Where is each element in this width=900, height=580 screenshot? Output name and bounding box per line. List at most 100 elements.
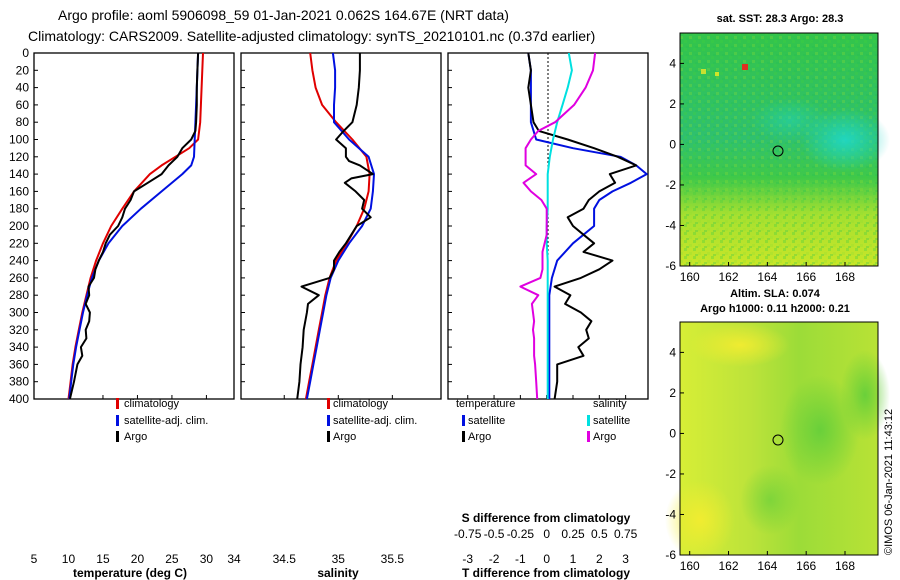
depth-tick-label: 160 bbox=[9, 184, 29, 198]
x-tick-label: 1 bbox=[570, 552, 577, 566]
map-y-tick-label: -2 bbox=[665, 467, 676, 481]
legend-title-temperature: temperature bbox=[456, 398, 515, 410]
x-tick-label: 34 bbox=[227, 552, 241, 566]
map-y-tick-label: -2 bbox=[665, 178, 676, 192]
legend-label-temp-argo: Argo bbox=[468, 431, 491, 443]
legend-label-sal-argo: Argo bbox=[593, 431, 616, 443]
map-y-tick-label: 2 bbox=[669, 386, 676, 400]
series-line-satellite-adj-clim- bbox=[68, 52, 200, 400]
imos-watermark: ©IMOS 06-Jan-2021 11:43:12 bbox=[883, 409, 895, 555]
salinity-panel-frame bbox=[240, 52, 442, 400]
temperature-series bbox=[67, 52, 204, 400]
s-difference-ticks: -0.75 -0.5 -0.25 0 0.25 0.5 0.75 bbox=[454, 527, 638, 541]
map-y-tick-label: -6 bbox=[665, 259, 676, 273]
depth-tick-label: 180 bbox=[9, 202, 29, 216]
x-tick-label: 2 bbox=[596, 552, 603, 566]
depth-tick-label: 400 bbox=[9, 392, 29, 406]
series-line-temperature-satellite bbox=[527, 52, 648, 399]
map-y-tick-label: -4 bbox=[665, 507, 676, 521]
legend-label-climatology: climatology bbox=[333, 398, 389, 410]
x-tick-label: 10 bbox=[62, 552, 76, 566]
legend-swatch-climatology bbox=[116, 398, 119, 409]
map-y-tick-label: -4 bbox=[665, 218, 676, 232]
s-tick-label: 0 bbox=[543, 527, 550, 541]
depth-axis: 0 20 40 60 80 100 120 140 160 180 200 220 240 260 280 3… bbox=[9, 46, 452, 406]
legend-swatch-temp-argo bbox=[462, 431, 465, 442]
legend-swatch-sal-argo bbox=[587, 431, 590, 442]
sst-map-axes: 160 162 164 166 168 -6 -4 -2 0 2 4 bbox=[665, 56, 855, 284]
legend-label-sal-satellite: satellite bbox=[593, 415, 630, 427]
map-x-tick-label: 168 bbox=[835, 559, 855, 573]
depth-tick-label: 80 bbox=[16, 115, 30, 129]
sst-warm-patch-2 bbox=[750, 98, 830, 142]
sst-pixel bbox=[715, 72, 719, 76]
difference-legend: temperature satellite Argo salinity sate… bbox=[456, 398, 630, 443]
sla-map-title-line2: Argo h1000: 0.11 h2000: 0.21 bbox=[700, 303, 850, 315]
x-tick-label: 3 bbox=[622, 552, 629, 566]
argo-position-marker bbox=[772, 145, 784, 157]
sla-map-title-line1: Altim. SLA: 0.074 bbox=[730, 288, 821, 300]
depth-tick-label: 360 bbox=[9, 357, 29, 371]
series-line-argo bbox=[296, 53, 374, 400]
figure-title-line2: Climatology: CARS2009. Satellite-adjuste… bbox=[28, 28, 595, 44]
depth-tick-label: 220 bbox=[9, 236, 29, 250]
map-x-tick-label: 168 bbox=[835, 270, 855, 284]
series-line-temperature-argo bbox=[527, 52, 638, 400]
map-x-tick-label: 166 bbox=[796, 270, 816, 284]
map-x-tick-label: 164 bbox=[757, 270, 777, 284]
figure-title-line1: Argo profile: aoml 5906098_59 01-Jan-202… bbox=[58, 7, 509, 23]
temperature-axis-label: temperature (deg C) bbox=[73, 566, 187, 580]
salinity-x-axis: 34.5 35 35.5 bbox=[273, 395, 404, 566]
sla-low-patch-3 bbox=[740, 465, 800, 535]
legend-swatch-temp-satellite bbox=[462, 415, 465, 426]
map-y-tick-label: 4 bbox=[669, 56, 676, 70]
legend-swatch-climatology bbox=[327, 398, 330, 409]
sla-map bbox=[665, 321, 890, 560]
legend-swatch-sal-satellite bbox=[587, 415, 590, 426]
legend-swatch-argo bbox=[327, 431, 330, 442]
depth-tick-label: 120 bbox=[9, 150, 29, 164]
depth-tick-label: 280 bbox=[9, 288, 29, 302]
sla-map-frame bbox=[679, 321, 879, 556]
x-tick-label: 34.5 bbox=[273, 552, 297, 566]
x-tick-label: 30 bbox=[200, 552, 214, 566]
salinity-axis-label: salinity bbox=[317, 566, 359, 580]
legend-label-climatology: climatology bbox=[124, 398, 180, 410]
x-tick-label: 25 bbox=[165, 552, 179, 566]
s-tick-label: 0.5 bbox=[591, 527, 608, 541]
legend-label-satellite: satellite-adj. clim. bbox=[124, 415, 208, 427]
sla-low-patch bbox=[780, 375, 860, 485]
depth-tick-label: 0 bbox=[22, 46, 29, 60]
x-tick-label: -1 bbox=[515, 552, 526, 566]
legend-label-argo: Argo bbox=[124, 431, 147, 443]
sst-map-title: sat. SST: 28.3 Argo: 28.3 bbox=[717, 13, 844, 25]
salinity-series bbox=[296, 52, 375, 400]
map-x-tick-label: 164 bbox=[757, 559, 777, 573]
series-line-climatology bbox=[304, 52, 371, 400]
legend-label-temp-satellite: satellite bbox=[468, 415, 505, 427]
map-y-tick-label: 0 bbox=[669, 137, 676, 151]
s-difference-axis-label: S difference from climatology bbox=[462, 511, 631, 525]
series-line-salinity-argo bbox=[519, 52, 597, 400]
map-y-tick-label: 4 bbox=[669, 345, 676, 359]
depth-tick-label: 320 bbox=[9, 323, 29, 337]
map-y-tick-label: -6 bbox=[665, 548, 676, 562]
series-line-climatology bbox=[67, 52, 204, 400]
x-tick-label: 0 bbox=[543, 552, 550, 566]
depth-tick-label: 140 bbox=[9, 167, 29, 181]
series-line-salinity-satellite bbox=[545, 52, 573, 399]
map-y-tick-label: 0 bbox=[669, 426, 676, 440]
depth-tick-label: 100 bbox=[9, 133, 29, 147]
x-tick-label: -3 bbox=[462, 552, 473, 566]
map-x-tick-label: 166 bbox=[796, 559, 816, 573]
depth-tick-label: 260 bbox=[9, 271, 29, 285]
depth-tick-label: 340 bbox=[9, 340, 29, 354]
s-tick-label: -0.75 bbox=[454, 527, 482, 541]
map-y-tick-label: 2 bbox=[669, 97, 676, 111]
x-tick-label: 15 bbox=[96, 552, 110, 566]
sst-map bbox=[679, 32, 890, 267]
sst-map-frame bbox=[679, 32, 879, 267]
x-tick-label: -2 bbox=[489, 552, 500, 566]
temperature-legend: climatology satellite-adj. clim. Argo bbox=[116, 398, 208, 443]
